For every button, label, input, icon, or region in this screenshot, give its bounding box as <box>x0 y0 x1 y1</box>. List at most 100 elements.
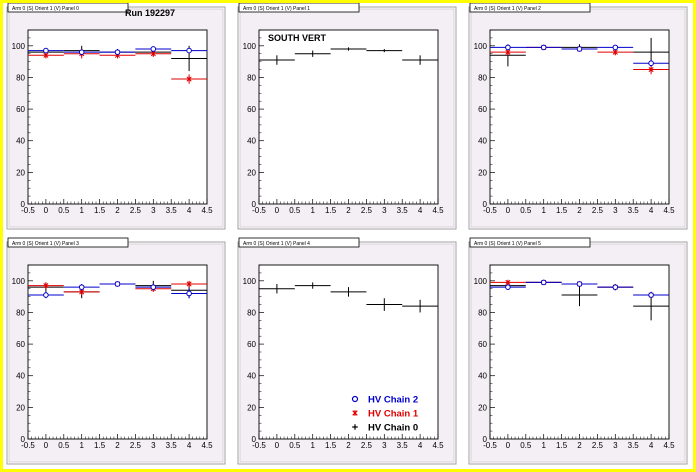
y-tick-label: 100 <box>474 42 488 51</box>
x-tick-label: 4.5 <box>432 206 444 215</box>
x-tick-label: 0.5 <box>520 441 532 450</box>
x-tick-label: 4 <box>187 206 192 215</box>
x-tick-label: 0.5 <box>289 441 301 450</box>
x-axis: -0.5 0 0.5 1 1.5 2 2.5 3 3.5 4 4.5 <box>252 199 444 215</box>
panel-title-frame <box>7 3 129 13</box>
plot-frame <box>489 29 670 205</box>
x-tick-label: 3.5 <box>628 441 640 450</box>
x-tick-label: 3 <box>613 441 618 450</box>
data-point <box>43 52 49 58</box>
x-tick-label: 1 <box>79 206 84 215</box>
y-tick-label: 100 <box>12 277 26 286</box>
y-axis: 0 20 40 60 80 100 <box>474 29 495 209</box>
y-tick-label: 80 <box>478 308 487 317</box>
x-axis: -0.5 0 0.5 1 1.5 2 2.5 3 3.5 4 4.5 <box>483 199 675 215</box>
y-tick-label: 0 <box>21 435 26 444</box>
x-tick-label: 1 <box>541 206 546 215</box>
panel-subtitle: SOUTH VERT <box>268 33 327 43</box>
x-tick-label: 4 <box>418 206 423 215</box>
series-hv-chain-2 <box>490 279 669 299</box>
data-point <box>114 49 121 55</box>
y-tick-label: 100 <box>243 277 257 286</box>
x-tick-label: 4.5 <box>201 441 213 450</box>
pad-3: Arm 0 (S) Orient 1 (V) Panel 3-0.5 0 0.5 1 1… <box>6 237 226 465</box>
data-point <box>186 281 192 287</box>
y-tick-label: 20 <box>478 403 487 412</box>
x-tick-label: -0.5 <box>252 206 266 215</box>
y-tick-label: 0 <box>252 200 257 209</box>
y-axis: 0 20 40 60 80 100 <box>243 264 264 444</box>
y-tick-label: 20 <box>16 403 25 412</box>
x-tick-label: 0.5 <box>520 206 532 215</box>
y-tick-label: 0 <box>21 200 26 209</box>
y-tick-label: 80 <box>247 308 256 317</box>
x-tick-label: -0.5 <box>21 441 35 450</box>
x-tick-label: 3 <box>151 206 156 215</box>
x-tick-label: 4 <box>187 441 192 450</box>
data-point <box>648 66 654 73</box>
x-tick-label: 1 <box>310 206 315 215</box>
x-tick-label: 3.5 <box>397 441 409 450</box>
series-hv-chain-0 <box>259 282 438 313</box>
data-point <box>648 292 654 298</box>
x-tick-label: 1.5 <box>325 206 337 215</box>
x-tick-label: 0 <box>506 206 511 215</box>
panel-title-frame <box>469 237 591 248</box>
data-point <box>612 284 619 290</box>
x-tick-label: 1.5 <box>556 441 568 450</box>
data-point <box>78 49 85 55</box>
legend-entry: HV Chain 1 <box>352 409 419 420</box>
plot-frame <box>27 264 208 440</box>
panel-title: Arm 0 (S) Orient 1 (V) Panel 4 <box>243 241 310 247</box>
x-tick-label: 2 <box>577 206 582 215</box>
chart-canvas: Arm 0 (S) Orient 1 (V) Panel 0-0.5 0 0.5 1 1… <box>6 3 688 465</box>
panel-title: Arm 0 (S) Orient 1 (V) Panel 1 <box>243 6 310 12</box>
data-point <box>186 47 192 54</box>
legend: HV Chain 2 HV Chain 1 HV Chain 0 <box>351 395 419 434</box>
y-tick-label: 40 <box>478 372 487 381</box>
x-tick-label: 0 <box>275 206 280 215</box>
x-tick-label: 0 <box>275 441 280 450</box>
data-point <box>43 292 49 298</box>
pad-4: Arm 0 (S) Orient 1 (V) Panel 4-0.5 0 0.5 1 1… <box>237 237 457 465</box>
x-tick-label: -0.5 <box>252 441 266 450</box>
y-tick-label: 0 <box>483 435 488 444</box>
data-point <box>505 49 511 55</box>
y-axis: 0 20 40 60 80 100 <box>12 29 33 209</box>
plot-frame <box>27 29 208 205</box>
pad-5: Arm 0 (S) Orient 1 (V) Panel 5-0.5 0 0.5 1 1… <box>468 237 688 465</box>
x-axis: -0.5 0 0.5 1 1.5 2 2.5 3 3.5 4 4.5 <box>21 434 213 450</box>
y-tick-label: 60 <box>478 105 487 114</box>
panel-title-box: Arm 0 (S) Orient 1 (V) Panel 0 <box>7 3 129 13</box>
x-tick-label: 0.5 <box>289 206 301 215</box>
y-tick-label: 80 <box>16 73 25 82</box>
x-tick-label: 4 <box>649 441 654 450</box>
data-point <box>43 47 49 54</box>
x-axis: -0.5 0 0.5 1 1.5 2 2.5 3 3.5 4 4.5 <box>21 199 213 215</box>
y-axis: 0 20 40 60 80 100 <box>474 264 495 444</box>
x-tick-label: 2.5 <box>592 206 604 215</box>
x-tick-label: 3.5 <box>397 206 409 215</box>
panel-title-frame <box>469 3 591 13</box>
run-label: Run 192297 <box>125 8 175 18</box>
series-hv-chain-2 <box>28 281 207 299</box>
data-point <box>78 284 85 290</box>
x-tick-label: 4.5 <box>432 441 444 450</box>
legend-label: HV Chain 1 <box>368 409 419 420</box>
panel-title-frame <box>238 3 360 13</box>
data-point <box>540 44 547 51</box>
y-tick-label: 40 <box>247 372 256 381</box>
data-point <box>150 284 157 290</box>
data-point <box>505 279 511 285</box>
y-tick-label: 40 <box>16 137 25 146</box>
legend-marker-circle-icon <box>351 395 359 403</box>
legend-entry: HV Chain 2 <box>351 395 418 406</box>
x-tick-label: 2.5 <box>592 441 604 450</box>
x-tick-label: 0 <box>506 441 511 450</box>
panel-title-box: Arm 0 (S) Orient 1 (V) Panel 1 <box>238 3 360 13</box>
data-point <box>576 46 583 52</box>
y-tick-label: 60 <box>247 105 256 114</box>
data-point <box>186 76 192 82</box>
x-tick-label: 1.5 <box>94 206 106 215</box>
